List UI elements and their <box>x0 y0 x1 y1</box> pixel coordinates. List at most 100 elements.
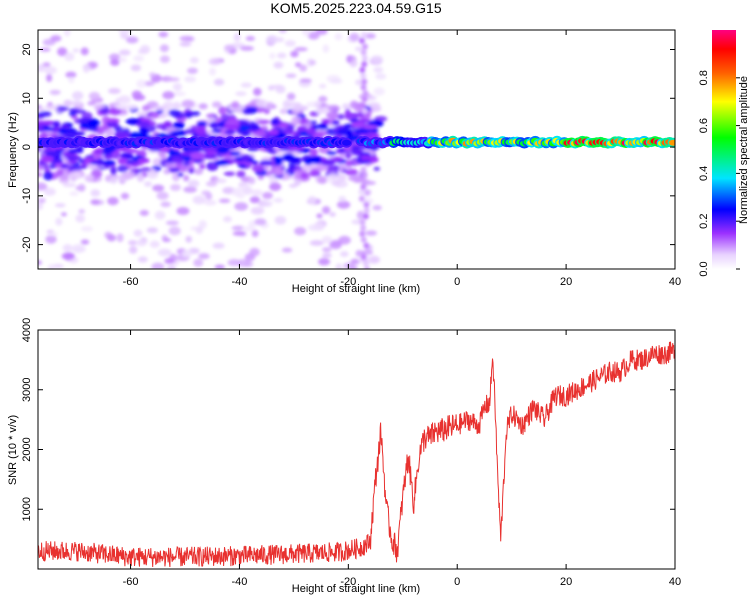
spectrogram-cell <box>160 201 171 208</box>
spectrogram-cell <box>357 118 371 123</box>
spectrogram-cell <box>94 104 102 110</box>
spectrogram-cell <box>321 253 332 258</box>
spectrogram-cell <box>331 119 340 126</box>
spectrogram-cell <box>315 30 328 36</box>
spectrogram-cell <box>130 64 142 72</box>
spectrogram-cell <box>108 53 121 61</box>
spectrogram-cell <box>183 174 190 182</box>
spectrogram-cell <box>179 35 193 42</box>
spectrogram-cell <box>236 170 246 178</box>
spectrogram-cell <box>328 104 341 113</box>
spectrogram-cell <box>166 265 177 269</box>
spectrogram-cell <box>44 151 61 157</box>
spectrogram-cell <box>361 55 368 62</box>
spectrogram-cell <box>299 78 312 83</box>
spectrogram-cell <box>165 162 178 168</box>
snr-y-tick-label: 2000 <box>21 437 33 461</box>
spectrogram-cell <box>45 235 57 244</box>
spectrogram-cell <box>344 168 359 176</box>
spectrogram-cell <box>314 100 322 109</box>
spectrogram-cell <box>224 120 241 125</box>
spectrogram-cell <box>38 120 48 126</box>
spectrogram-cell <box>278 122 289 128</box>
spectrogram-cell <box>62 244 73 253</box>
spectrogram-cell <box>360 254 367 261</box>
spectrogram-cell <box>321 236 333 244</box>
spectrogram-cell <box>309 59 317 66</box>
spectrogram-cell <box>82 64 91 70</box>
spectrogram-cell <box>184 128 198 134</box>
spectrogram-cell <box>65 155 82 161</box>
spectrogram-cell <box>87 163 97 170</box>
colorbar-tick-label: 0.4 <box>698 166 710 181</box>
spectrogram-cell <box>193 258 204 267</box>
spectrogram-cell <box>360 236 367 243</box>
spectrogram-cell <box>318 123 328 130</box>
spectrogram-cell <box>65 71 77 78</box>
spectrogram-cell <box>360 225 367 232</box>
spectrogram-cell <box>144 181 153 187</box>
spectrogram-cell <box>344 108 351 118</box>
spectrogram-cell <box>116 233 124 243</box>
spectrogram-cell <box>39 47 51 52</box>
spectrogram-cell <box>234 202 248 211</box>
spectrogram-cell <box>366 95 377 101</box>
spectrogram-cell <box>279 108 288 115</box>
spectrogram-cell <box>359 219 366 226</box>
spectrogram-cell <box>244 253 256 262</box>
colorbar-tick-label: 0.0 <box>698 261 710 276</box>
colorbar-gradient <box>712 30 736 269</box>
spectrogram-cell <box>38 63 45 72</box>
spectrogram-cell <box>38 110 52 117</box>
spectrogram-cell <box>162 91 175 100</box>
spectrogram-cell <box>204 199 217 206</box>
snr-x-tick-label: 0 <box>454 576 460 588</box>
spectrogram-cell <box>189 151 206 160</box>
spectrogram-cell <box>80 226 93 232</box>
spectrogram-cell <box>142 105 151 112</box>
spectrogram-cell <box>118 49 131 56</box>
spectrogram-cell <box>294 179 302 186</box>
spectrogram-cell <box>167 77 180 82</box>
spectrogram-cell <box>63 30 71 37</box>
spectrogram-cell <box>364 266 371 269</box>
spectrogram-cell <box>294 47 308 52</box>
spectrogram-cell <box>179 41 192 47</box>
spectrogram-cell <box>322 44 330 53</box>
spectrogram-cell <box>184 111 193 119</box>
spectrogram-cell <box>360 72 367 79</box>
colorbar-tick-label: 0.2 <box>698 214 710 229</box>
spectrogram-cell <box>143 81 155 87</box>
spectrogram-cell <box>348 264 358 269</box>
spectrogram-cell <box>197 121 208 127</box>
spectrogram-cell <box>128 240 138 246</box>
spectrogram-cell <box>198 220 207 229</box>
spectrogram-cell <box>61 252 75 260</box>
spectrogram-cell <box>268 129 279 136</box>
colorbar-tick-label: 0.8 <box>698 70 710 85</box>
spectrogram-cell <box>307 31 320 40</box>
spectrogram-cell <box>38 125 44 132</box>
spectrogram-cell <box>276 37 285 43</box>
spectrogram-cell <box>55 169 64 177</box>
spectrogram-cell <box>42 62 51 67</box>
spectrogram-cell <box>365 230 378 236</box>
spectrogram-cell <box>38 202 44 211</box>
spectrogram-cell <box>351 148 363 156</box>
spectrogram-cell <box>183 186 197 193</box>
spectrogram-cell <box>139 44 151 54</box>
spectrogram-cell <box>329 78 343 84</box>
spectrogram-cell <box>194 168 204 175</box>
spectrogram-cell <box>214 159 229 166</box>
spectrogram-cell <box>159 146 170 153</box>
spectrogram-cell <box>309 148 318 157</box>
spectrogram-cell <box>63 99 73 107</box>
spectrogram-cell <box>154 210 166 220</box>
spectrogram-cell <box>152 184 165 192</box>
spectrogram-cell <box>285 73 297 79</box>
spectrogram-cell <box>52 120 61 128</box>
spectrogram-cell <box>68 171 83 179</box>
spectrogram-y-tick-label: 0 <box>21 144 33 150</box>
spectrogram-cell <box>160 152 167 160</box>
spectrogram-cell <box>54 203 66 208</box>
